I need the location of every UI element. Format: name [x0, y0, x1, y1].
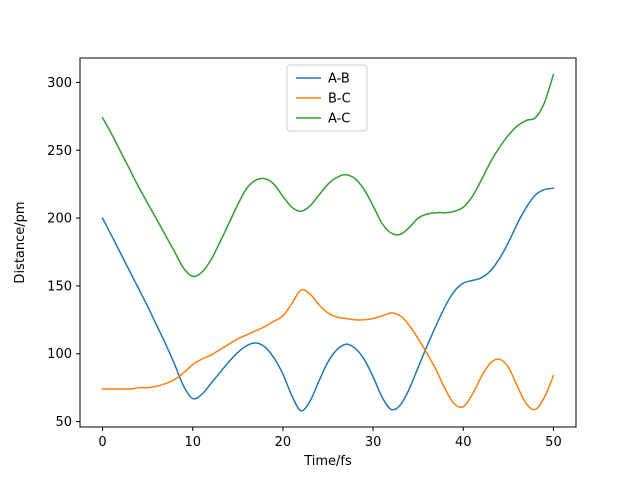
y-tick-label: 50: [55, 415, 72, 430]
series-line-A-C: [101, 73, 555, 278]
y-tick-label: 300: [47, 76, 72, 91]
legend-box: [286, 64, 368, 132]
x-tick-label: 20: [275, 435, 292, 450]
x-tick-label: 40: [455, 435, 472, 450]
y-axis-label: Distance/pm: [13, 201, 28, 283]
legend-label-A-B: A-B: [328, 72, 350, 87]
x-axis-label: Time/fs: [303, 454, 352, 469]
series-line-A-B: [101, 187, 555, 412]
x-tick-label: 0: [98, 435, 106, 450]
x-tick-label: 30: [365, 435, 382, 450]
x-tick-label: 50: [545, 435, 562, 450]
y-tick-label: 150: [47, 279, 72, 294]
x-tick-label: 10: [184, 435, 201, 450]
y-tick-label: 200: [47, 212, 72, 227]
y-tick-label: 100: [47, 347, 72, 362]
series-line-B-C: [101, 288, 555, 411]
legend-label-B-C: B-C: [328, 92, 351, 107]
legend-label-A-C: A-C: [328, 112, 350, 127]
y-tick-label: 250: [47, 144, 72, 159]
